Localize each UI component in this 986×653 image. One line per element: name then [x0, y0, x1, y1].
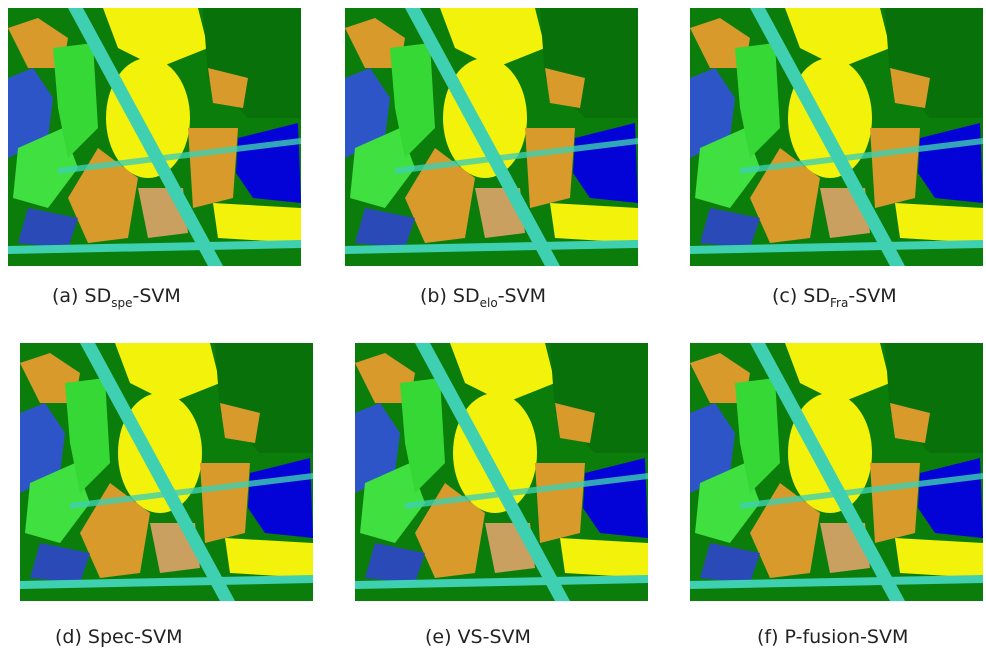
- classification-map: [345, 8, 638, 266]
- classification-map: [690, 8, 983, 266]
- panel: (d) Spec-SVM: [20, 343, 313, 648]
- classification-map: [355, 343, 648, 601]
- panel: (a) SDspe-SVM: [8, 8, 301, 310]
- caption: (b) SDelo-SVM: [420, 285, 546, 310]
- classification-map: [690, 343, 983, 601]
- figure: (a) SDspe-SVM (b) SDelo-SVM (c) SDFra-SV…: [0, 0, 986, 649]
- caption: (e) VS-SVM: [425, 626, 531, 648]
- caption: (f) P-fusion-SVM: [757, 626, 908, 648]
- caption: (d) Spec-SVM: [55, 626, 183, 648]
- panel: (f) P-fusion-SVM: [690, 343, 983, 648]
- panel: (e) VS-SVM: [355, 343, 648, 648]
- classification-map: [8, 8, 301, 266]
- caption: (c) SDFra-SVM: [772, 285, 897, 310]
- caption: (a) SDspe-SVM: [52, 285, 181, 310]
- panel: (b) SDelo-SVM: [345, 8, 638, 310]
- classification-map: [20, 343, 313, 601]
- panel: (c) SDFra-SVM: [690, 8, 983, 310]
